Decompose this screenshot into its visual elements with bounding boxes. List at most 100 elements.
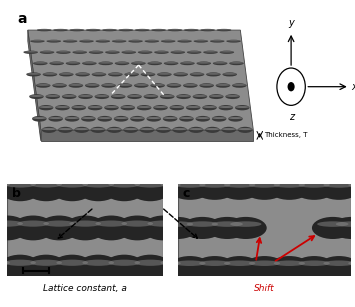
Ellipse shape	[39, 106, 53, 108]
Circle shape	[38, 294, 80, 307]
Ellipse shape	[154, 51, 169, 54]
Ellipse shape	[213, 61, 228, 65]
Ellipse shape	[149, 182, 181, 188]
Ellipse shape	[176, 95, 191, 97]
Ellipse shape	[17, 299, 49, 305]
Ellipse shape	[79, 40, 94, 41]
Ellipse shape	[224, 182, 255, 188]
Ellipse shape	[203, 51, 218, 54]
Circle shape	[244, 256, 285, 278]
Ellipse shape	[121, 51, 136, 54]
Ellipse shape	[91, 128, 105, 130]
Circle shape	[181, 176, 223, 201]
Circle shape	[0, 294, 28, 307]
Circle shape	[142, 216, 184, 240]
Ellipse shape	[108, 260, 140, 266]
Circle shape	[51, 255, 93, 279]
Circle shape	[38, 216, 80, 240]
Ellipse shape	[147, 142, 179, 148]
Ellipse shape	[170, 106, 184, 108]
Ellipse shape	[225, 94, 240, 99]
Ellipse shape	[138, 51, 152, 52]
Ellipse shape	[58, 128, 72, 130]
Circle shape	[51, 176, 93, 201]
Ellipse shape	[157, 73, 171, 75]
Ellipse shape	[197, 61, 211, 65]
Ellipse shape	[121, 105, 135, 110]
Ellipse shape	[228, 116, 243, 122]
Ellipse shape	[47, 40, 61, 41]
Ellipse shape	[186, 105, 201, 110]
Ellipse shape	[186, 260, 218, 266]
Ellipse shape	[121, 299, 153, 305]
Ellipse shape	[226, 40, 241, 43]
Ellipse shape	[299, 182, 330, 188]
Ellipse shape	[138, 51, 152, 54]
Ellipse shape	[187, 221, 218, 227]
Ellipse shape	[144, 40, 159, 41]
Ellipse shape	[104, 105, 119, 110]
Ellipse shape	[55, 106, 70, 108]
Ellipse shape	[33, 61, 48, 65]
Ellipse shape	[149, 260, 181, 266]
Ellipse shape	[98, 61, 113, 65]
Ellipse shape	[23, 51, 38, 54]
Ellipse shape	[4, 181, 36, 188]
Ellipse shape	[119, 29, 133, 31]
Ellipse shape	[121, 220, 153, 227]
Ellipse shape	[56, 51, 71, 54]
Ellipse shape	[75, 72, 90, 76]
Ellipse shape	[26, 72, 41, 76]
Ellipse shape	[107, 127, 122, 133]
Ellipse shape	[160, 181, 192, 188]
Ellipse shape	[36, 83, 50, 88]
Ellipse shape	[286, 300, 317, 305]
Circle shape	[168, 216, 211, 240]
Ellipse shape	[81, 117, 95, 119]
Ellipse shape	[107, 128, 122, 130]
Circle shape	[312, 217, 354, 239]
Ellipse shape	[348, 182, 355, 188]
Ellipse shape	[121, 106, 135, 108]
Ellipse shape	[118, 84, 132, 86]
Ellipse shape	[42, 127, 56, 133]
Ellipse shape	[219, 106, 233, 108]
Circle shape	[144, 256, 186, 278]
Ellipse shape	[70, 29, 84, 30]
Ellipse shape	[348, 260, 355, 266]
Ellipse shape	[108, 73, 122, 75]
Ellipse shape	[170, 105, 184, 110]
Ellipse shape	[82, 61, 97, 65]
Ellipse shape	[174, 73, 188, 75]
Ellipse shape	[190, 73, 204, 75]
Circle shape	[268, 256, 310, 278]
Ellipse shape	[65, 117, 79, 119]
Ellipse shape	[167, 83, 181, 88]
Ellipse shape	[163, 116, 178, 122]
Circle shape	[157, 217, 198, 239]
Ellipse shape	[92, 72, 106, 76]
Ellipse shape	[249, 182, 280, 188]
Ellipse shape	[153, 105, 168, 110]
Ellipse shape	[62, 94, 76, 99]
Ellipse shape	[62, 95, 76, 97]
Ellipse shape	[79, 40, 94, 43]
Ellipse shape	[193, 95, 207, 97]
Ellipse shape	[128, 40, 143, 41]
Ellipse shape	[43, 72, 57, 76]
Circle shape	[168, 294, 211, 307]
Ellipse shape	[187, 300, 218, 305]
Ellipse shape	[32, 117, 47, 119]
Ellipse shape	[128, 40, 143, 43]
Circle shape	[155, 255, 197, 279]
Circle shape	[169, 178, 211, 200]
Circle shape	[103, 255, 145, 279]
Ellipse shape	[174, 142, 205, 148]
Ellipse shape	[95, 220, 127, 227]
Ellipse shape	[32, 116, 47, 122]
Circle shape	[181, 217, 223, 239]
Ellipse shape	[43, 299, 75, 305]
Ellipse shape	[124, 128, 138, 130]
Circle shape	[142, 137, 184, 162]
Ellipse shape	[161, 40, 175, 43]
